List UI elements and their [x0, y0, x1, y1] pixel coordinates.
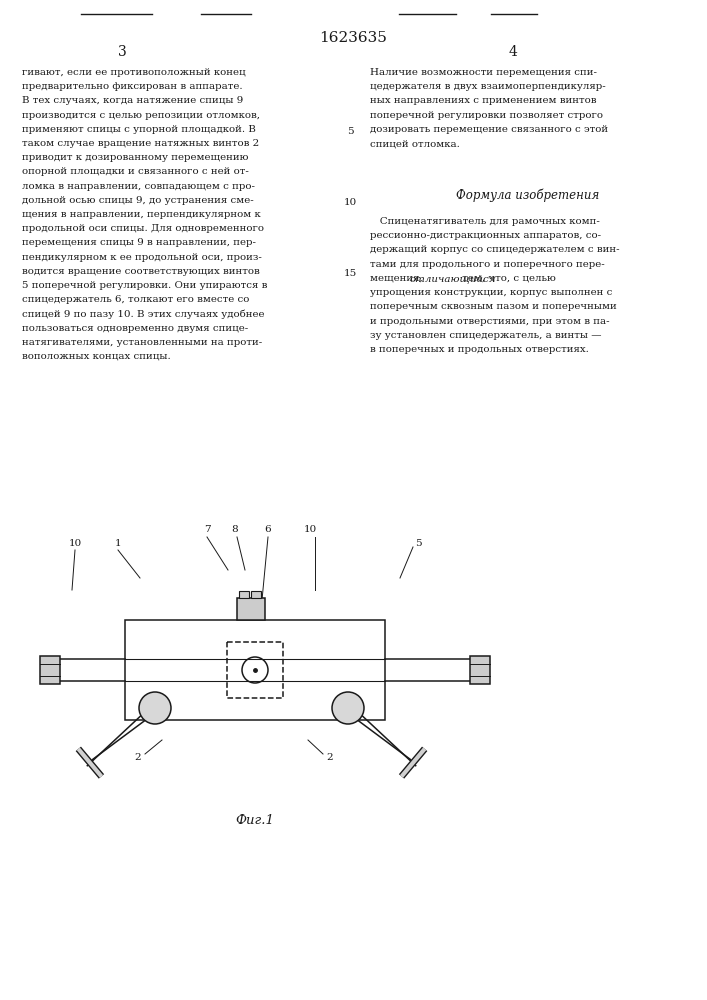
Text: тем, что, с целью: тем, что, с целью [459, 274, 556, 283]
Bar [227, 642, 283, 698]
Text: 3: 3 [117, 45, 127, 59]
Text: цедержателя в двух взаимоперпендикуляр-: цедержателя в двух взаимоперпендикуляр- [370, 82, 606, 91]
Text: продольной оси спицы. Для одновременного: продольной оси спицы. Для одновременного [22, 224, 264, 233]
Bar [125, 620, 385, 720]
Text: воположных концах спицы.: воположных концах спицы. [22, 352, 171, 361]
Text: 10: 10 [344, 198, 356, 207]
Text: пользоваться одновременно двумя спице-: пользоваться одновременно двумя спице- [22, 324, 248, 333]
Text: натягивателями, установленными на проти-: натягивателями, установленными на проти- [22, 338, 262, 347]
Bar [470, 656, 490, 684]
Text: В тех случаях, когда натяжение спицы 9: В тех случаях, когда натяжение спицы 9 [22, 96, 243, 105]
Text: производится с целью репозиции отломков,: производится с целью репозиции отломков, [22, 111, 260, 120]
Text: упрощения конструкции, корпус выполнен с: упрощения конструкции, корпус выполнен с [370, 288, 612, 297]
Text: Фиг.1: Фиг.1 [235, 814, 274, 826]
Text: Спиценатягиватель для рамочных комп-: Спиценатягиватель для рамочных комп- [370, 217, 600, 226]
Text: 10: 10 [69, 538, 81, 548]
Text: мещения,: мещения, [370, 274, 426, 283]
Text: 5: 5 [415, 538, 421, 548]
Text: дольной осью спицы 9, до устранения сме-: дольной осью спицы 9, до устранения сме- [22, 196, 254, 205]
Text: тами для продольного и поперечного пере-: тами для продольного и поперечного пере- [370, 260, 604, 269]
Text: применяют спицы с упорной площадкой. В: применяют спицы с упорной площадкой. В [22, 125, 256, 134]
Circle shape [139, 692, 171, 724]
Text: перемещения спицы 9 в направлении, пер-: перемещения спицы 9 в направлении, пер- [22, 238, 256, 247]
Bar [251, 591, 261, 598]
Bar [40, 656, 60, 684]
Text: 15: 15 [344, 269, 356, 278]
Bar [237, 598, 265, 620]
Text: 1623635: 1623635 [320, 31, 387, 45]
Text: отличающийся: отличающийся [409, 274, 496, 283]
Text: 8: 8 [232, 526, 238, 534]
Text: 1: 1 [115, 538, 122, 548]
Text: и продольными отверстиями, при этом в па-: и продольными отверстиями, при этом в па… [370, 316, 609, 326]
Text: поперечным сквозным пазом и поперечными: поперечным сквозным пазом и поперечными [370, 302, 617, 311]
Text: опорной площадки и связанного с ней от-: опорной площадки и связанного с ней от- [22, 167, 249, 176]
Text: в поперечных и продольных отверстиях.: в поперечных и продольных отверстиях. [370, 345, 589, 354]
Text: Формула изобретения: Формула изобретения [456, 189, 599, 202]
Text: рессионно-дистракционных аппаратов, со-: рессионно-дистракционных аппаратов, со- [370, 231, 601, 240]
Text: спицей отломка.: спицей отломка. [370, 139, 460, 148]
Text: 2: 2 [327, 754, 333, 762]
Text: 6: 6 [264, 526, 271, 534]
Text: 4: 4 [508, 45, 518, 59]
Text: щения в направлении, перпендикулярном к: щения в направлении, перпендикулярном к [22, 210, 261, 219]
Text: держащий корпус со спицедержателем с вин-: держащий корпус со спицедержателем с вин… [370, 245, 619, 254]
Text: дозировать перемещение связанного с этой: дозировать перемещение связанного с этой [370, 125, 608, 134]
Text: спицей 9 по пазу 10. В этих случаях удобнее: спицей 9 по пазу 10. В этих случаях удоб… [22, 309, 264, 319]
Text: 5 поперечной регулировки. Они упираются в: 5 поперечной регулировки. Они упираются … [22, 281, 267, 290]
Text: 7: 7 [204, 526, 210, 534]
Circle shape [332, 692, 364, 724]
Text: пендикулярном к ее продольной оси, произ-: пендикулярном к ее продольной оси, произ… [22, 253, 262, 262]
Text: предварительно фиксирован в аппарате.: предварительно фиксирован в аппарате. [22, 82, 243, 91]
Text: поперечной регулировки позволяет строго: поперечной регулировки позволяет строго [370, 111, 603, 120]
Text: 10: 10 [303, 526, 317, 534]
Text: ломка в направлении, совпадающем с про-: ломка в направлении, совпадающем с про- [22, 182, 255, 191]
Text: спицедержатель 6, толкают его вместе со: спицедержатель 6, толкают его вместе со [22, 295, 250, 304]
Text: зу установлен спицедержатель, а винты —: зу установлен спицедержатель, а винты — [370, 331, 602, 340]
Text: приводит к дозированному перемещению: приводит к дозированному перемещению [22, 153, 248, 162]
Text: таком случае вращение натяжных винтов 2: таком случае вращение натяжных винтов 2 [22, 139, 259, 148]
Text: ных направлениях с применением винтов: ных направлениях с применением винтов [370, 96, 597, 105]
Bar [239, 591, 249, 598]
Text: Наличие возможности перемещения спи-: Наличие возможности перемещения спи- [370, 68, 597, 77]
Text: 2: 2 [135, 754, 141, 762]
Text: гивают, если ее противоположный конец: гивают, если ее противоположный конец [22, 68, 245, 77]
Text: водится вращение соответствующих винтов: водится вращение соответствующих винтов [22, 267, 259, 276]
Text: 5: 5 [346, 127, 354, 136]
